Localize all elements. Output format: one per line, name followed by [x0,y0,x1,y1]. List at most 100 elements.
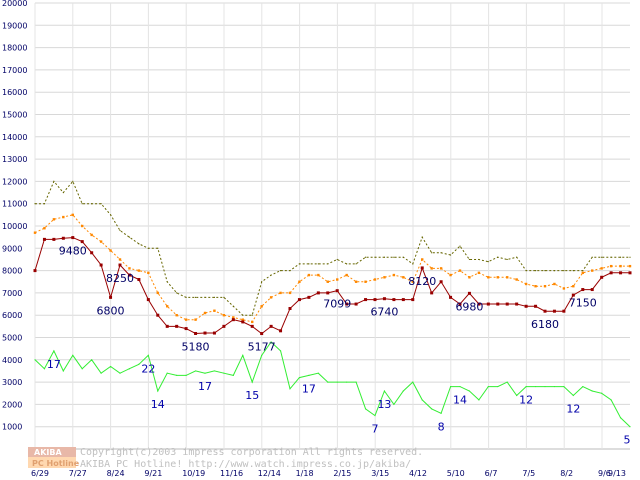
data-point-average [138,269,140,271]
data-point-count [34,359,35,360]
y-tick-label: 1000 [2,423,22,432]
data-point-count [374,415,375,416]
x-tick-label: 7/5 [522,469,535,478]
data-point-average [487,276,489,278]
data-point-max [469,259,470,260]
x-tick-label: 7/27 [69,469,87,478]
data-point-count [252,382,253,383]
data-point-max [431,252,432,253]
data-point-max [573,270,574,271]
y-tick-label: 8000 [2,267,22,276]
data-point-max [44,203,45,204]
data-point-min [166,325,169,328]
data-label-min: 6180 [531,318,559,331]
data-point-max [72,181,73,182]
data-point-min [374,298,377,301]
data-point-max [403,257,404,258]
data-point-average [629,265,631,267]
data-point-min [232,318,235,321]
data-point-max [289,270,290,271]
data-point-average [223,314,225,316]
data-point-max [34,203,35,204]
watermark-line-2: AKIBA PC Hotline! http://www.watch.impre… [80,459,411,470]
data-point-max [374,257,375,258]
data-point-count [526,386,527,387]
data-point-min [515,303,518,306]
x-tick-label: 6/7 [485,469,498,478]
data-point-min [402,298,405,301]
data-point-min [600,276,603,279]
data-point-count [53,350,54,351]
data-point-average [157,292,159,294]
data-point-max [280,270,281,271]
y-tick-label: 10000 [2,222,27,231]
data-point-count [497,386,498,387]
data-point-max [601,257,602,258]
data-point-average [497,276,499,278]
y-tick-label: 13000 [2,155,27,164]
data-point-max [119,230,120,231]
data-point-average [345,274,347,276]
x-tick-label: 3/15 [371,469,389,478]
data-point-max [441,252,442,253]
data-point-average [289,292,291,294]
data-point-max [82,203,83,204]
data-point-average [100,240,102,242]
x-tick-label: 11/16 [220,469,243,478]
data-point-average [563,287,565,289]
data-point-average [53,218,55,220]
data-point-min [326,291,329,294]
data-point-count [592,390,593,391]
data-point-average [515,278,517,280]
data-point-max [299,263,300,264]
data-point-average [109,249,111,251]
data-point-average [317,274,319,276]
data-point-count [308,375,309,376]
data-point-average [534,285,536,287]
y-tick-label: 14000 [2,133,27,142]
data-point-count [601,393,602,394]
data-point-min [421,266,424,269]
data-point-average [34,231,36,233]
data-label-min: 8120 [408,275,436,288]
data-point-average [279,292,281,294]
data-point-min [487,303,490,306]
data-point-count [507,382,508,383]
data-point-count [299,377,300,378]
data-point-max [620,257,621,258]
data-point-min [204,332,207,335]
data-point-min [109,296,112,299]
data-point-min [430,291,433,294]
data-point-average [582,272,584,274]
data-point-min [544,310,547,313]
data-point-count [611,399,612,400]
y-tick-label: 5000 [2,334,22,343]
data-point-max [91,203,92,204]
data-point-max [526,270,527,271]
data-point-min [251,325,254,328]
copyright-watermark: AKIBA PC Hotline Copyright(c)2003 impres… [28,447,423,470]
data-point-min [34,269,37,272]
data-label-count: 5 [624,434,631,447]
data-point-max [582,270,583,271]
x-tick-label: 2/15 [333,469,351,478]
data-point-max [167,281,168,282]
data-point-max [327,263,328,264]
y-tick-label: 19000 [2,21,27,30]
data-label-count: 15 [245,389,259,402]
data-label-min: 9480 [59,245,87,258]
data-point-min [279,329,282,332]
data-label-min: 7099 [323,298,351,311]
data-point-average [572,285,574,287]
y-tick-label: 15000 [2,111,27,120]
data-point-min [581,288,584,291]
data-label-count: 17 [47,358,61,371]
data-point-count [384,390,385,391]
data-point-min [137,278,140,281]
data-point-min [298,298,301,301]
data-label-count: 13 [377,398,391,411]
data-point-average [128,267,130,269]
data-point-count [242,355,243,356]
data-point-average [166,305,168,307]
data-point-count [72,355,73,356]
